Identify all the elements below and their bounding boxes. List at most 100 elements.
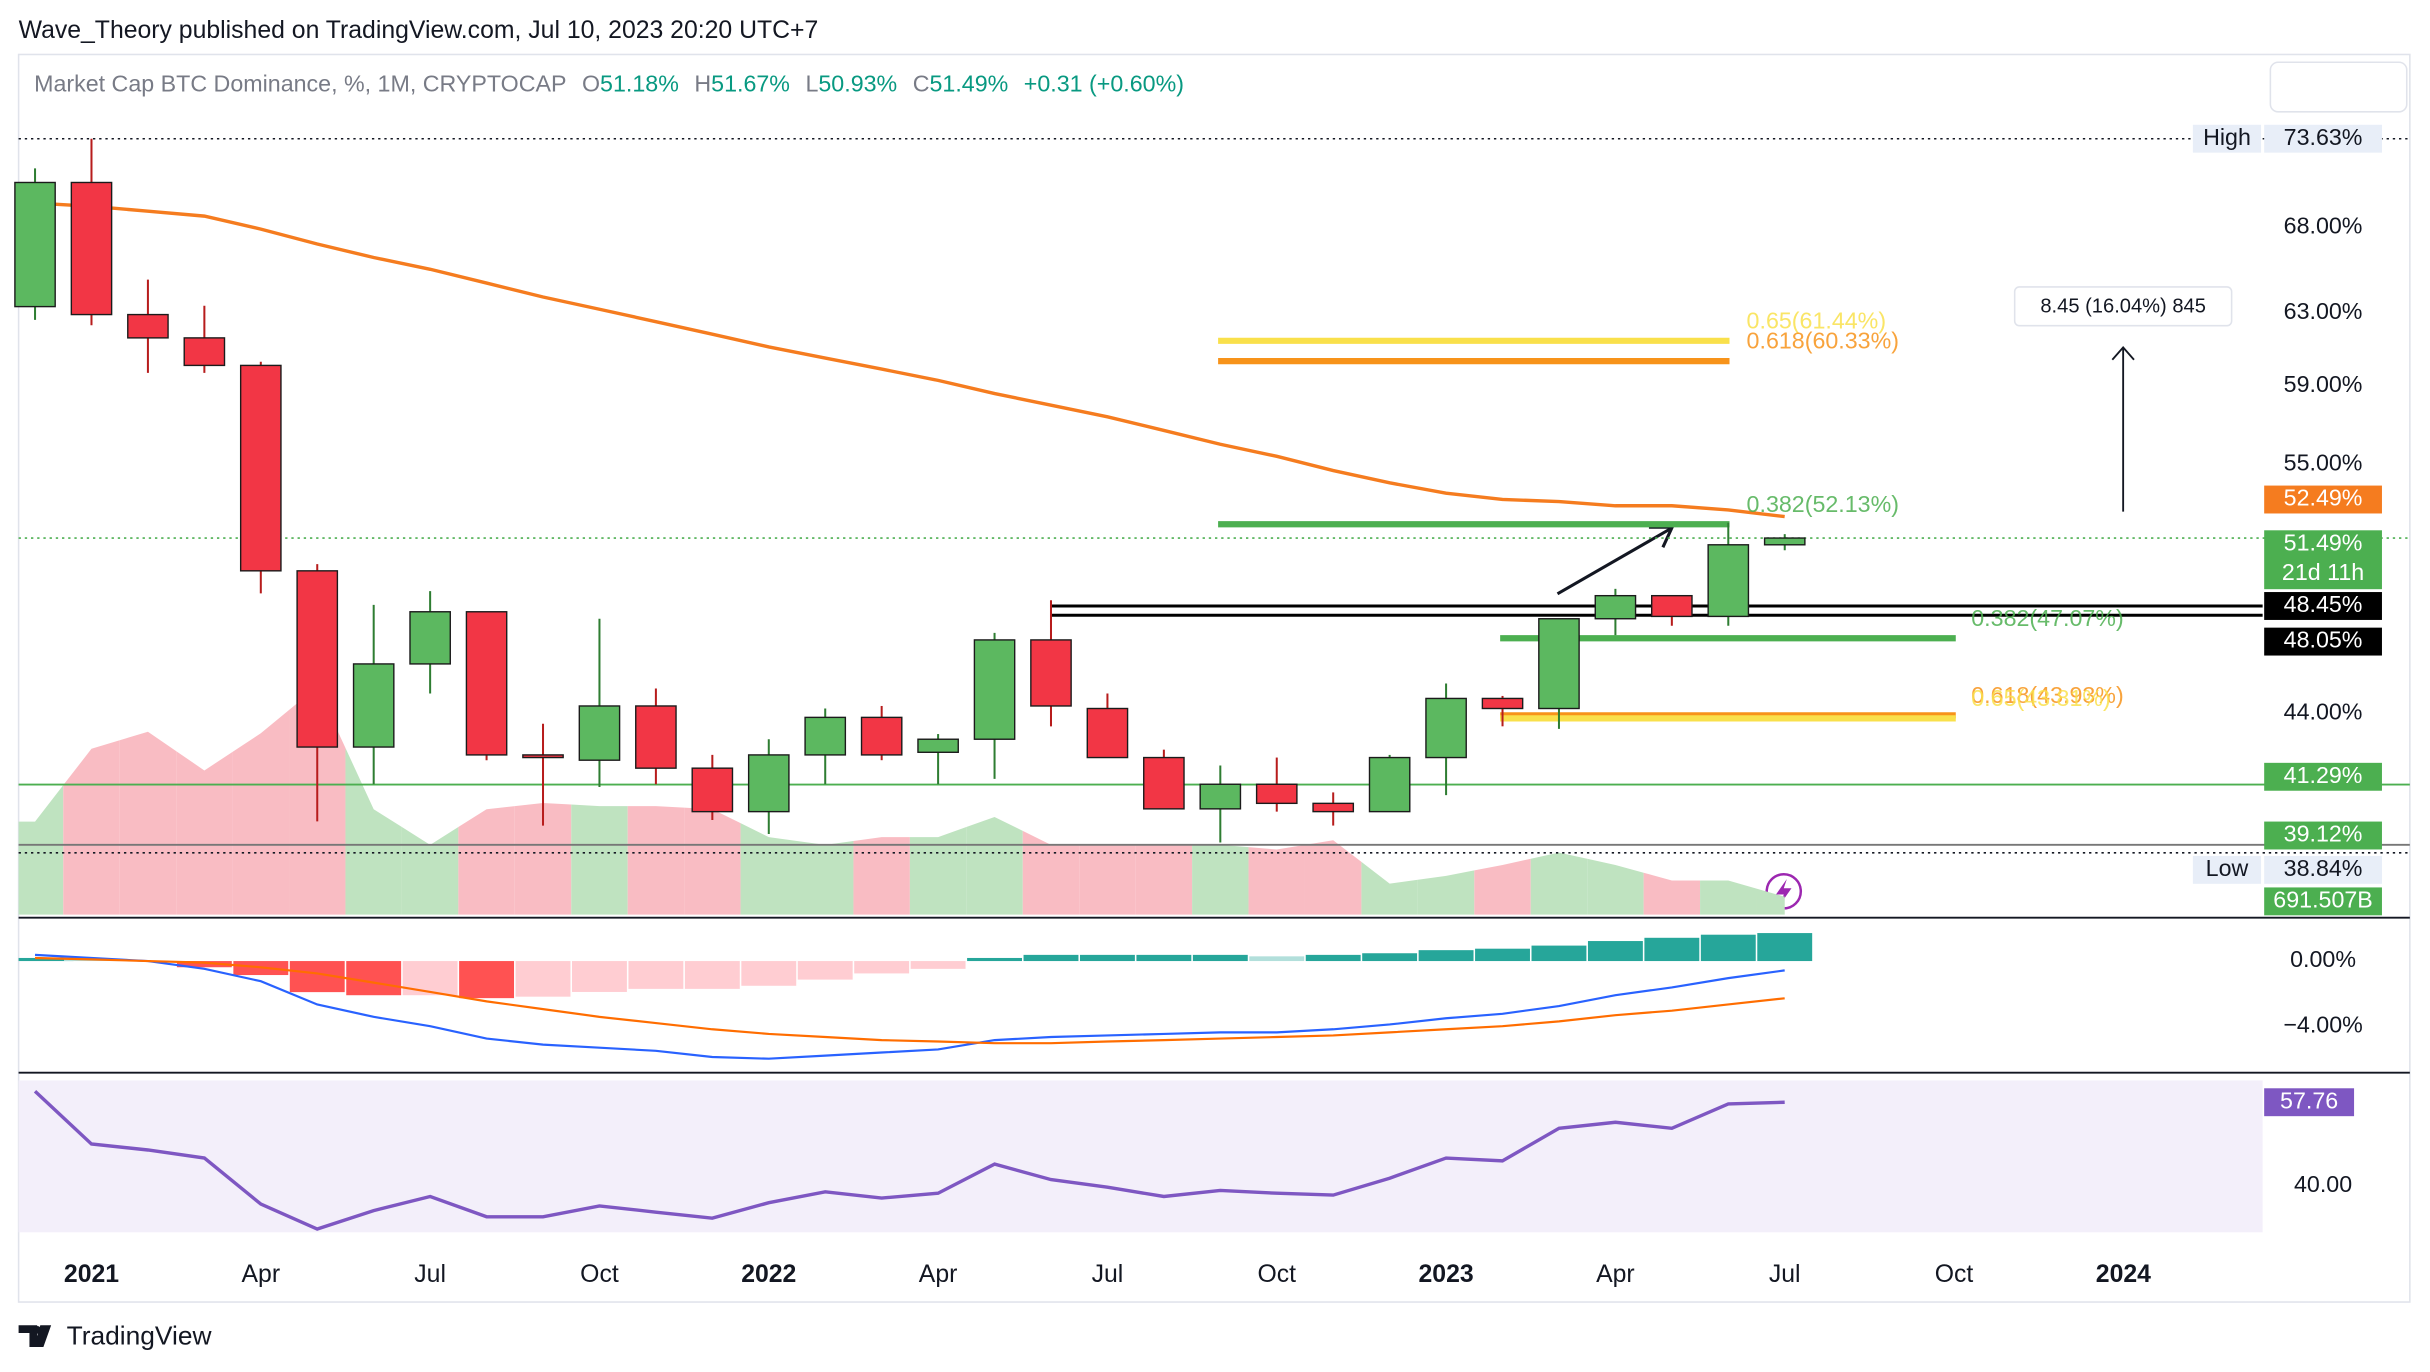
price-label-box [2264,485,2382,514]
main-layer [14,137,2410,1231]
price-label: 39.12% [2284,821,2363,847]
measure-box [2013,286,2233,327]
x-tick-label: Jul [1769,1261,1801,1288]
macd-histogram-bar [1136,954,1192,962]
price-label-box [2264,124,2382,153]
fib-label: 0.618(60.33%) [1747,328,1899,354]
moving-average [34,201,1785,519]
volume-area [1417,870,1475,915]
legend-value: 51.18% [600,71,679,97]
legend-value: 51.67% [711,71,790,97]
price-label-name-box [2192,124,2262,153]
y-tick-label: 55.00% [2284,450,2363,476]
volume-area [514,803,572,915]
macd-histogram-bar [1249,956,1305,962]
volume-area [18,785,64,915]
candle-body [1368,756,1411,813]
legend-value: 51.49% [929,71,1008,97]
y-tick-label: 59.00% [2284,371,2363,397]
arrow-shaft [1556,527,1672,596]
candle-body [1312,802,1355,813]
candle-body [352,663,395,748]
arrow-head [2111,345,2135,361]
volume-area [401,827,459,915]
x-tick-label: Apr [1596,1261,1635,1288]
x-tick-label: 2023 [1419,1261,1474,1288]
candle-body [1707,544,1750,618]
volume-area [571,804,628,915]
candle-body [239,364,282,572]
volume-area [232,710,290,915]
toolbar-button[interactable] [2269,61,2408,113]
y-tick-label: 63.00% [2284,298,2363,324]
price-label: 48.45% [2284,591,2363,617]
publisher-line: Wave_Theory published on TradingView.com… [19,17,819,44]
macd-histogram-bar [797,961,853,980]
rsi-tick-label: 40.00 [2294,1171,2352,1197]
macd-histogram-bar [459,961,515,999]
macd-histogram-bar [1700,934,1756,962]
macd-histogram-bar [1587,941,1643,962]
symbol: Market Cap BTC Dominance, %, 1M, CRYPTOC… [34,71,566,97]
macd-histogram-bar [854,961,910,974]
volume-area [1135,844,1193,915]
macd-tick-label: −4.00% [2283,1011,2362,1037]
volume-area [176,751,233,915]
macd-histogram-bar [515,961,571,997]
macd-histogram-bar [1079,954,1135,962]
alert-bolt[interactable] [1776,878,1792,904]
x-tick-label: 2024 [2096,1261,2151,1288]
legend-key: C [913,71,930,97]
candle-body [1594,594,1637,620]
legend-key: O [582,71,600,97]
candle-body [127,313,169,339]
price-label-box [2264,855,2382,884]
x-tick-label: Apr [919,1261,958,1288]
price-label-box [2264,762,2382,791]
candle-body [14,181,56,308]
candle-body [804,716,847,756]
macd-tick-label: 0.00% [2290,946,2356,972]
volume-area [1079,844,1136,915]
volume-area [1474,858,1531,915]
volume-area [1587,858,1644,915]
macd-histogram-bar [1362,953,1418,962]
measure-label: 8.45 (16.04%) 845 [2040,295,2206,317]
fib-label: 0.65(61.44%) [1747,307,1886,333]
candle-body [296,570,339,748]
volume-area [740,823,798,915]
price-label: 51.49% [2284,529,2363,555]
macd-histogram-bar [684,961,740,989]
macd-histogram-bar [1418,950,1474,962]
legend-key: L [805,71,818,97]
volume-area [1643,872,1701,915]
price-label-box [2264,887,2382,916]
volume-area [684,807,741,915]
macd-histogram-bar [176,961,232,968]
candle-body [578,705,621,761]
volume-area [966,816,1023,915]
price-label: 38.84% [2284,855,2363,881]
x-tick-label: Jul [414,1261,446,1288]
price-label-box [2264,821,2382,850]
candle-body [70,181,113,316]
price-label-box [2264,530,2382,590]
candle-body [522,754,564,759]
logo-mark [18,1325,52,1347]
x-tick-label: Oct [580,1261,619,1288]
measure-arrow [2013,286,2233,512]
volume-area [119,731,177,915]
volume-area [909,827,967,915]
candle-body [1143,756,1185,810]
volume-area [1700,880,1757,915]
macd-histogram-bar [967,957,1022,962]
volume-area [853,837,910,915]
rsi-label: 57.76 [2280,1087,2338,1113]
fib-label: 0.382(52.13%) [1747,491,1899,517]
volume-area [1304,840,1362,915]
chart-frame [17,53,2411,1303]
price-label-box [2264,592,2382,620]
candle-body [917,738,959,753]
